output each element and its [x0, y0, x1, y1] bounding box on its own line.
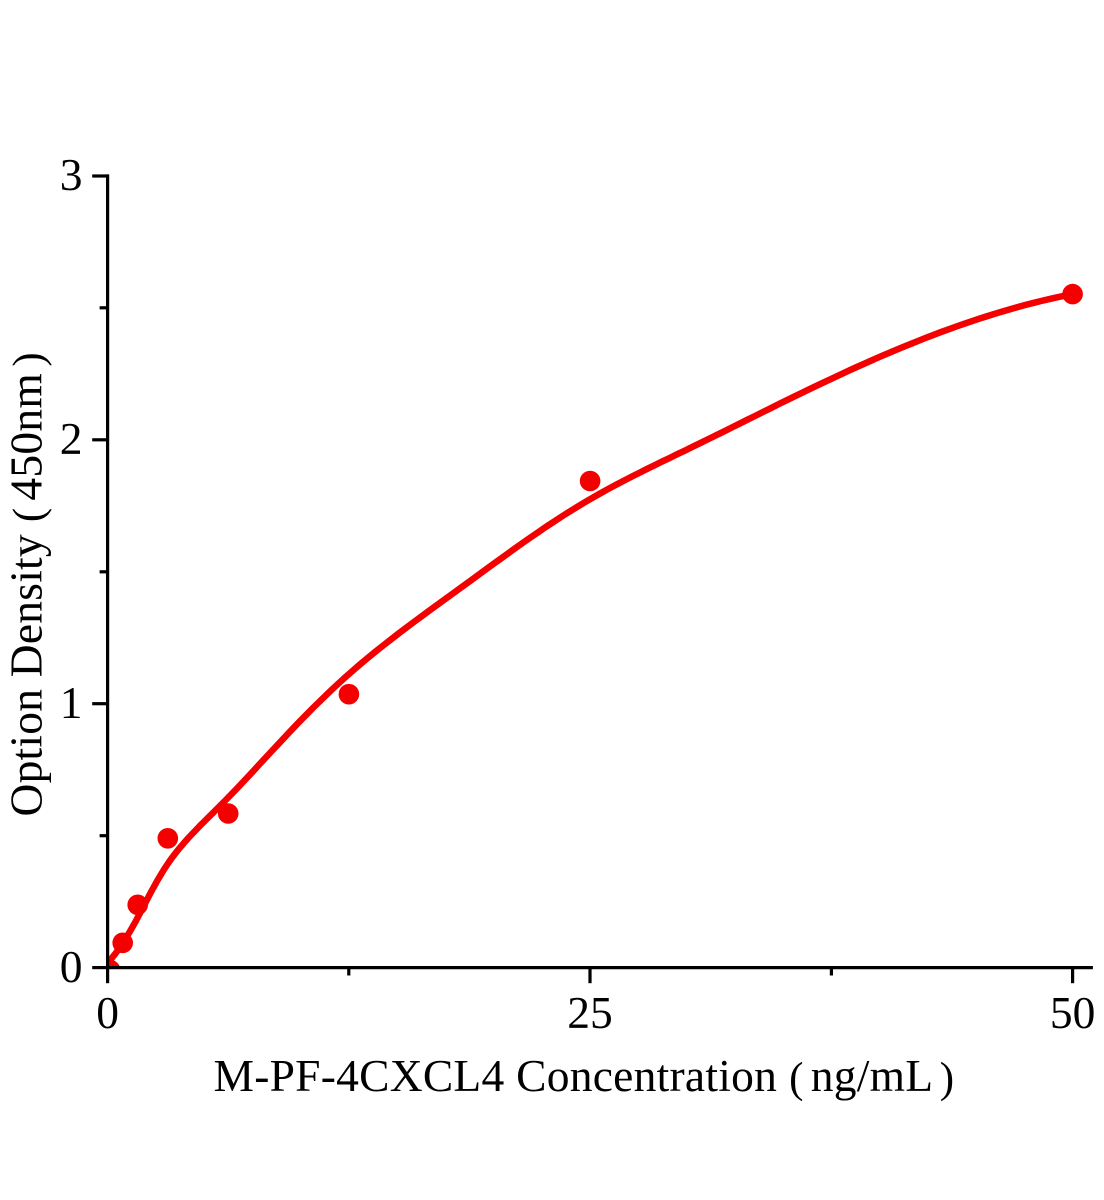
svg-text:0: 0 — [96, 987, 119, 1038]
svg-text:0: 0 — [60, 941, 83, 992]
svg-text:1: 1 — [60, 677, 83, 728]
svg-text:Option Density(450nm): Option Density(450nm) — [1, 352, 53, 816]
svg-text:M-PF-4CXCL4 Concentration(ng/m: M-PF-4CXCL4 Concentration(ng/mL) — [214, 1050, 955, 1102]
svg-text:2: 2 — [60, 413, 83, 464]
svg-text:25: 25 — [567, 987, 613, 1038]
svg-text:50: 50 — [1050, 987, 1096, 1038]
svg-text:3: 3 — [60, 149, 83, 200]
